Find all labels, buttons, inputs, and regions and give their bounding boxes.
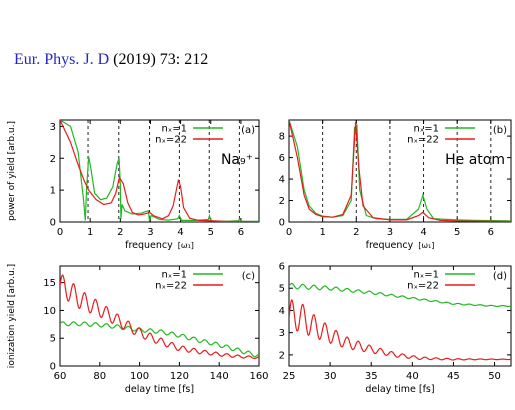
- x-tick-label: 120: [170, 371, 189, 382]
- annotation-label: He atom: [445, 152, 505, 168]
- series-line-red: [289, 298, 511, 361]
- legend-label: nₓ=22: [407, 281, 439, 292]
- y-tick-label: 2: [50, 154, 56, 165]
- series-line-green: [289, 120, 511, 222]
- x-tick-label: 2: [353, 227, 359, 238]
- chart-panel-b: 0 1 2 3 4 5 6 0 2 4 6 8 frequency [ω₁] nₓ=1nₓ=22 (b) He …: [279, 119, 512, 251]
- x-tick-label: 30: [324, 371, 337, 382]
- x-tick-label: 4: [177, 227, 183, 238]
- y-tick-label: 4: [279, 175, 285, 186]
- x-axis-unit: [ω₁]: [178, 241, 194, 250]
- y-tick-label: 3: [50, 122, 56, 133]
- x-tick-label: 60: [54, 371, 67, 382]
- y-tick-label: 8: [279, 132, 285, 143]
- x-tick-label: 100: [130, 371, 149, 382]
- x-tick-label: 1: [319, 227, 325, 238]
- y-axis-label: ionization yield [arb.u.]: [7, 264, 17, 368]
- y-tick-label: 0: [50, 362, 56, 373]
- y-tick-label: 1: [50, 186, 56, 197]
- x-tick-label: 0: [286, 227, 292, 238]
- x-tick-label: 5: [454, 227, 460, 238]
- y-tick-label: 6: [279, 153, 285, 164]
- x-axis-label: delay time [fs]: [125, 384, 194, 395]
- x-axis-label: frequency [ω₁]: [366, 240, 435, 251]
- x-tick-label: 140: [210, 371, 229, 382]
- legend-label: nₓ=1: [413, 270, 439, 281]
- citation: (2019) 73: 212: [113, 51, 209, 68]
- x-tick-label: 40: [406, 371, 419, 382]
- plot-frame: [288, 119, 512, 223]
- x-tick-label: 6: [488, 227, 494, 238]
- annotation-label: Na₉⁺: [221, 152, 253, 168]
- x-axis-unit: [ω₁]: [418, 241, 434, 250]
- series-line-green: [289, 282, 511, 308]
- journal-name: Eur. Phys. J. D: [14, 51, 110, 68]
- series-line-red: [60, 274, 259, 360]
- y-tick-label: 5: [279, 284, 285, 295]
- series-line-red: [60, 120, 259, 222]
- x-tick-label: 5: [208, 227, 214, 238]
- x-tick-label: 45: [447, 371, 460, 382]
- series-line-green: [60, 321, 259, 358]
- y-tick-label: 10: [43, 306, 56, 317]
- x-tick-label: 160: [249, 371, 268, 382]
- x-tick-label: 50: [488, 371, 501, 382]
- legend-label: nₓ=1: [413, 124, 439, 135]
- y-tick-label: 5: [50, 334, 56, 345]
- y-tick-label: 3: [279, 328, 285, 339]
- x-tick-label: 35: [365, 371, 378, 382]
- y-tick-label: 4: [279, 306, 285, 317]
- legend-label: nₓ=1: [161, 270, 187, 281]
- journal-header: Eur. Phys. J. D (2019) 73: 212: [14, 51, 208, 69]
- legend-label: nₓ=22: [407, 135, 439, 146]
- panel-label: (c): [242, 271, 255, 282]
- legend-label: nₓ=22: [155, 281, 187, 292]
- x-axis-label: delay time [fs]: [365, 384, 434, 395]
- y-tick-label: 6: [279, 262, 285, 273]
- y-axis-label: power of yield [arb.u.]: [7, 121, 17, 221]
- y-tick-label: 2: [279, 350, 285, 361]
- x-tick-label: 3: [387, 227, 393, 238]
- panel-label: (d): [493, 271, 507, 282]
- y-tick-label: 2: [279, 196, 285, 207]
- y-tick-label: 0: [50, 218, 56, 229]
- x-tick-label: 1: [87, 227, 93, 238]
- x-tick-label: 2: [117, 227, 123, 238]
- x-axis-label: frequency [ω₁]: [125, 240, 194, 251]
- x-tick-label: 80: [93, 371, 106, 382]
- legend-label: nₓ=1: [161, 124, 187, 135]
- chart-panel-a: 0 1 2 3 4 5 6 0 1 2 3 frequency [ω₁] power of yield […: [7, 119, 260, 251]
- x-tick-label: 6: [238, 227, 244, 238]
- panel-label: (a): [241, 125, 255, 136]
- x-tick-label: 4: [420, 227, 426, 238]
- plot-frame: [288, 265, 512, 367]
- x-tick-label: 25: [283, 371, 296, 382]
- series-line-green: [60, 120, 259, 222]
- x-tick-label: 3: [147, 227, 153, 238]
- legend-label: nₓ=22: [155, 135, 187, 146]
- series-line-red: [289, 120, 511, 222]
- x-tick-label: 0: [57, 227, 63, 238]
- panel-label: (b): [493, 125, 507, 136]
- chart-panel-c: 60 80 100 120 140 160 0 5 10 15 delay time [fs] ion…: [7, 264, 269, 395]
- plot-frame: [59, 119, 260, 223]
- y-tick-label: 15: [43, 278, 56, 289]
- y-tick-label: 0: [279, 218, 285, 229]
- plot-frame: [59, 265, 260, 367]
